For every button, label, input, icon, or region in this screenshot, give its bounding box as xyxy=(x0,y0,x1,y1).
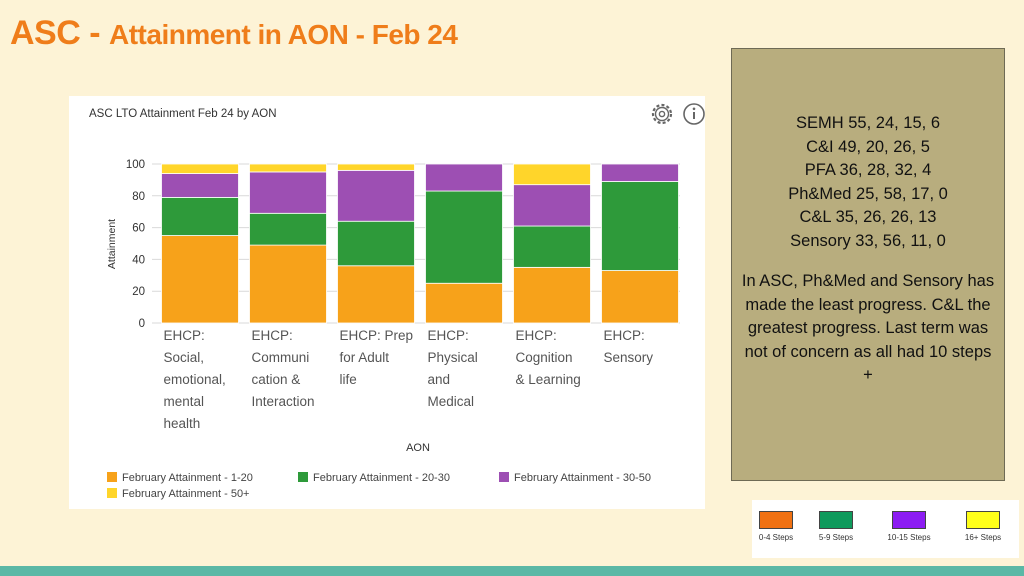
key-label: 10-15 Steps xyxy=(887,533,931,542)
x-category-label: & Learning xyxy=(516,372,581,387)
x-category-label: Interaction xyxy=(252,394,315,409)
bar-segment xyxy=(161,163,239,174)
steps-key: 0-4 Steps 5-9 Steps 10-15 Steps 16+ Step… xyxy=(752,500,1019,558)
x-category-label: EHCP: Prep xyxy=(340,328,414,343)
summary-line: PFA 36, 28, 32, 4 xyxy=(804,161,932,179)
key-swatch-1 xyxy=(819,511,853,529)
summary-line: Sensory 33, 56, 11, 0 xyxy=(790,231,946,250)
key-swatch-2 xyxy=(892,511,926,529)
gear-icon[interactable] xyxy=(651,103,673,125)
x-category-label: EHCP: xyxy=(164,328,205,343)
legend-label: February Attainment - 50+ xyxy=(122,488,249,500)
bar-segment xyxy=(513,225,591,268)
y-tick-label: 100 xyxy=(126,159,145,171)
summary-line: Ph&Med 25, 58, 17, 0 xyxy=(788,184,948,203)
bar-segment xyxy=(601,270,679,324)
x-category-label: for Adult xyxy=(340,350,390,365)
chart-legend: February Attainment - 1-20 February Attai… xyxy=(107,472,651,500)
bar-segment xyxy=(161,173,239,198)
y-tick-label: 60 xyxy=(132,223,145,235)
bar-segment xyxy=(249,244,327,324)
x-category-label: EHCP: xyxy=(252,328,293,343)
bar-segment xyxy=(337,220,415,267)
bar-segment xyxy=(513,163,591,186)
legend-swatch xyxy=(499,472,509,482)
y-axis-label: Attainment xyxy=(106,219,118,269)
key-label: 5-9 Steps xyxy=(818,533,854,542)
x-category-label: life xyxy=(340,372,357,387)
bar-segment xyxy=(249,171,327,214)
bar-segment xyxy=(513,266,591,324)
y-tick-label: 80 xyxy=(132,191,145,203)
x-category-label: Social, xyxy=(164,350,205,365)
legend-label: February Attainment - 1-20 xyxy=(122,472,253,484)
legend-swatch xyxy=(298,472,308,482)
x-category-label: Physical xyxy=(428,350,478,365)
key-label: 0-4 Steps xyxy=(758,533,794,542)
bar-segment xyxy=(601,163,679,182)
slide-title: ASC - Attainment in AON - Feb 24 xyxy=(10,14,458,53)
x-category-label: Cognition xyxy=(516,350,573,365)
x-category-label: EHCP: xyxy=(516,328,557,343)
y-tick-label: 20 xyxy=(132,286,145,298)
bar-segment xyxy=(425,190,503,284)
chart-title: ASC LTO Attainment Feb 24 by AON xyxy=(89,108,277,120)
legend-swatch xyxy=(107,488,117,498)
x-category-label: mental xyxy=(164,394,205,409)
bar-segment xyxy=(249,163,327,173)
x-category-label: EHCP: xyxy=(604,328,645,343)
x-category-label: health xyxy=(164,416,201,431)
key-label: 16+ Steps xyxy=(964,533,1002,542)
summary-box: SEMH 55, 24, 15, 6 C&I 49, 20, 26, 5 PFA… xyxy=(731,48,1005,481)
summary-line: C&I 49, 20, 26, 5 xyxy=(806,137,930,156)
key-item: 16+ Steps xyxy=(953,511,1013,542)
legend-label: February Attainment - 20-30 xyxy=(313,472,450,484)
legend-label: February Attainment - 30-50 xyxy=(514,472,651,484)
bar-segment xyxy=(249,212,327,246)
bar-segment xyxy=(425,163,503,192)
bar-segment xyxy=(425,282,503,324)
x-axis-label: AON xyxy=(406,442,430,454)
key-item: 5-9 Steps xyxy=(806,511,866,542)
bottom-accent-bar xyxy=(0,566,1024,576)
summary-line: C&L 35, 26, 26, 13 xyxy=(799,208,937,226)
summary-paragraph: In ASC, Ph&Med and Sensory has made the … xyxy=(741,272,995,384)
bar-segment xyxy=(337,265,415,324)
attainment-chart: ASC LTO Attainment Feb 24 by AON 0 20 40 60… xyxy=(89,103,705,500)
slide-title-rest: Attainment in AON - Feb 24 xyxy=(109,19,458,50)
legend-swatch xyxy=(107,472,117,482)
slide-title-main: ASC - xyxy=(10,14,109,52)
key-item: 0-4 Steps xyxy=(746,511,806,542)
summary-line: SEMH 55, 24, 15, 6 xyxy=(796,114,940,132)
info-icon[interactable] xyxy=(683,103,705,125)
bar-segment xyxy=(161,235,239,324)
x-category-label: emotional, xyxy=(164,372,226,387)
bar-segment xyxy=(337,163,415,171)
y-tick-label: 40 xyxy=(132,254,145,266)
x-category-label: and xyxy=(428,372,451,387)
bar-segment xyxy=(161,196,239,236)
y-tick-label: 0 xyxy=(139,318,145,330)
bar-segment xyxy=(513,184,591,227)
x-category-label: Sensory xyxy=(604,350,654,365)
chart-card: ASC LTO Attainment Feb 24 by AON 0 20 40 60… xyxy=(69,96,705,509)
bar-segment xyxy=(601,181,679,271)
x-category-label: Medical xyxy=(428,394,475,409)
key-item: 10-15 Steps xyxy=(879,511,939,542)
key-swatch-0 xyxy=(759,511,793,529)
key-swatch-3 xyxy=(966,511,1000,529)
x-category-label: cation & xyxy=(252,372,301,387)
bar-segment xyxy=(337,169,415,222)
x-category-label: EHCP: xyxy=(428,328,469,343)
x-category-label: Communi xyxy=(252,350,310,365)
